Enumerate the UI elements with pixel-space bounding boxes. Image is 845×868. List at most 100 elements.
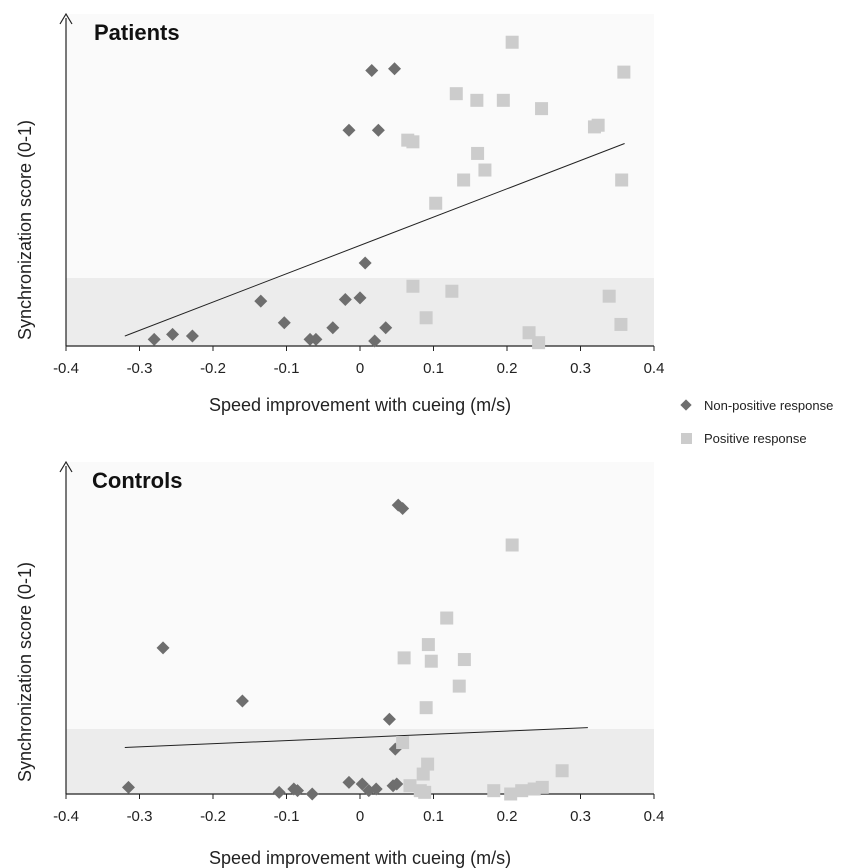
panel-title: Controls — [92, 468, 182, 493]
x-tick-label: 0.4 — [644, 360, 665, 377]
data-point-non-positive — [365, 63, 379, 77]
data-point-positive — [457, 653, 471, 667]
data-point-positive — [614, 317, 628, 331]
data-point-non-positive — [305, 787, 319, 801]
diamond-icon — [680, 399, 692, 411]
legend-label: Positive response — [704, 431, 807, 446]
data-point-non-positive — [156, 641, 170, 655]
x-tick-label: 0.1 — [423, 360, 444, 377]
data-point-positive — [591, 118, 605, 132]
data-point-positive — [397, 651, 411, 665]
square-icon — [681, 433, 692, 444]
data-point-non-positive — [342, 123, 356, 137]
data-point-positive — [505, 35, 519, 49]
data-point-non-positive — [121, 780, 135, 794]
data-point-non-positive — [396, 501, 410, 515]
x-tick-label: -0.4 — [53, 360, 79, 377]
data-point-positive — [418, 785, 432, 799]
data-point-positive — [419, 701, 433, 715]
x-tick-labels: -0.4 -0.3 -0.2 -0.1 0 0.1 0.2 0.3 0.4 — [53, 808, 664, 825]
data-point-non-positive — [326, 321, 340, 335]
data-point-positive — [478, 163, 492, 177]
data-point-positive — [617, 65, 631, 79]
y-axis-label: Synchronization score (0-1) — [15, 120, 35, 340]
panel-controls: -0.4 -0.3 -0.2 -0.1 0 0.1 0.2 0.3 0.4 Controls S… — [15, 460, 664, 868]
data-point-positive — [440, 611, 454, 625]
x-tick-label: -0.1 — [274, 360, 300, 377]
x-tick-label: 0.2 — [497, 808, 518, 825]
data-point-positive — [615, 173, 629, 187]
data-point-positive — [471, 146, 485, 160]
x-tick-label: -0.1 — [274, 808, 300, 825]
data-point-positive — [452, 679, 466, 693]
data-point-non-positive — [390, 777, 404, 791]
x-tick-label: -0.3 — [127, 360, 153, 377]
x-tick-label: 0 — [356, 808, 364, 825]
data-point-positive — [449, 87, 463, 101]
data-point-positive — [602, 289, 616, 303]
data-point-non-positive — [342, 775, 356, 789]
series-positive — [401, 35, 631, 350]
x-tick-label: -0.2 — [200, 808, 226, 825]
x-tick-label: 0.2 — [497, 360, 518, 377]
data-point-positive — [421, 757, 435, 771]
data-point-positive — [504, 787, 518, 801]
data-point-non-positive — [338, 293, 352, 307]
data-point-positive — [470, 93, 484, 107]
data-point-positive — [406, 279, 420, 293]
x-tick-label: 0.1 — [423, 808, 444, 825]
legend: Non-positive response Positive response — [680, 398, 833, 446]
data-point-non-positive — [309, 332, 323, 346]
data-point-positive — [555, 764, 569, 778]
data-point-non-positive — [355, 777, 369, 791]
x-tick-label: 0 — [356, 360, 364, 377]
x-axis-label: Speed improvement with cueing (m/s) — [209, 848, 511, 868]
x-tick-label: 0.3 — [570, 808, 591, 825]
trendline — [124, 143, 625, 337]
data-point-non-positive — [388, 62, 402, 76]
data-point-positive — [416, 767, 430, 781]
data-point-positive — [522, 326, 536, 340]
legend-label: Non-positive response — [704, 398, 833, 413]
data-point-non-positive — [254, 294, 268, 308]
data-point-non-positive — [147, 332, 161, 346]
series-positive — [396, 538, 569, 801]
data-point-positive — [396, 736, 410, 750]
data-point-non-positive — [291, 784, 305, 798]
x-tick-label: -0.4 — [53, 808, 79, 825]
data-point-positive — [535, 102, 549, 116]
data-point-positive — [457, 173, 471, 187]
data-point-non-positive — [369, 782, 383, 796]
data-point-non-positive — [358, 256, 372, 270]
data-point-non-positive — [368, 334, 382, 348]
x-tick-marks — [65, 346, 655, 351]
data-point-non-positive — [379, 321, 393, 335]
data-point-positive — [515, 784, 529, 798]
y-axis-label: Synchronization score (0-1) — [15, 562, 35, 782]
data-point-positive — [429, 196, 443, 210]
data-point-non-positive — [235, 694, 249, 708]
data-point-positive — [403, 779, 417, 793]
data-point-positive — [532, 336, 546, 350]
panel-title: Patients — [94, 20, 180, 45]
series-non-positive — [147, 62, 402, 348]
data-point-non-positive — [382, 712, 396, 726]
legend-item-non-positive: Non-positive response — [680, 398, 833, 413]
x-axis-label: Speed improvement with cueing (m/s) — [209, 395, 511, 415]
trendline — [124, 727, 588, 749]
data-point-positive — [421, 638, 435, 652]
series-non-positive — [121, 498, 410, 801]
y-axis-arrow-icon — [59, 460, 73, 473]
data-point-non-positive — [166, 327, 180, 341]
x-tick-label: -0.3 — [127, 808, 153, 825]
x-tick-label: 0.3 — [570, 360, 591, 377]
data-point-positive — [406, 135, 420, 149]
data-point-non-positive — [277, 316, 291, 330]
data-point-positive — [496, 93, 510, 107]
panel-patients: -0.4 -0.3 -0.2 -0.1 0 0.1 0.2 0.3 0.4 Patients S… — [15, 12, 664, 415]
legend-item-positive: Positive response — [681, 431, 807, 446]
x-tick-label: -0.2 — [200, 360, 226, 377]
x-tick-labels: -0.4 -0.3 -0.2 -0.1 0 0.1 0.2 0.3 0.4 — [53, 360, 664, 377]
data-point-positive — [424, 654, 438, 668]
